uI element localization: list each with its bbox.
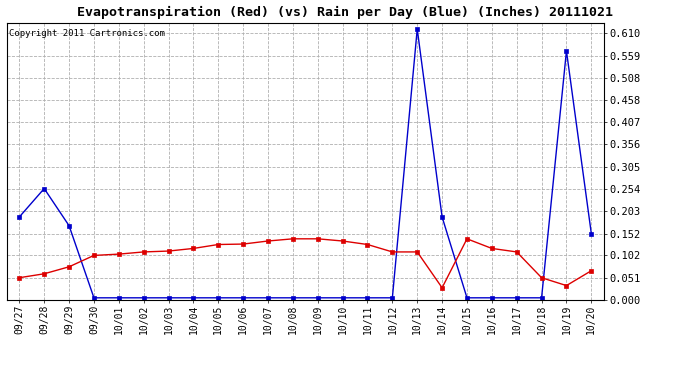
Text: Copyright 2011 Cartronics.com: Copyright 2011 Cartronics.com xyxy=(9,30,165,39)
Text: Evapotranspiration (Red) (vs) Rain per Day (Blue) (Inches) 20111021: Evapotranspiration (Red) (vs) Rain per D… xyxy=(77,6,613,19)
